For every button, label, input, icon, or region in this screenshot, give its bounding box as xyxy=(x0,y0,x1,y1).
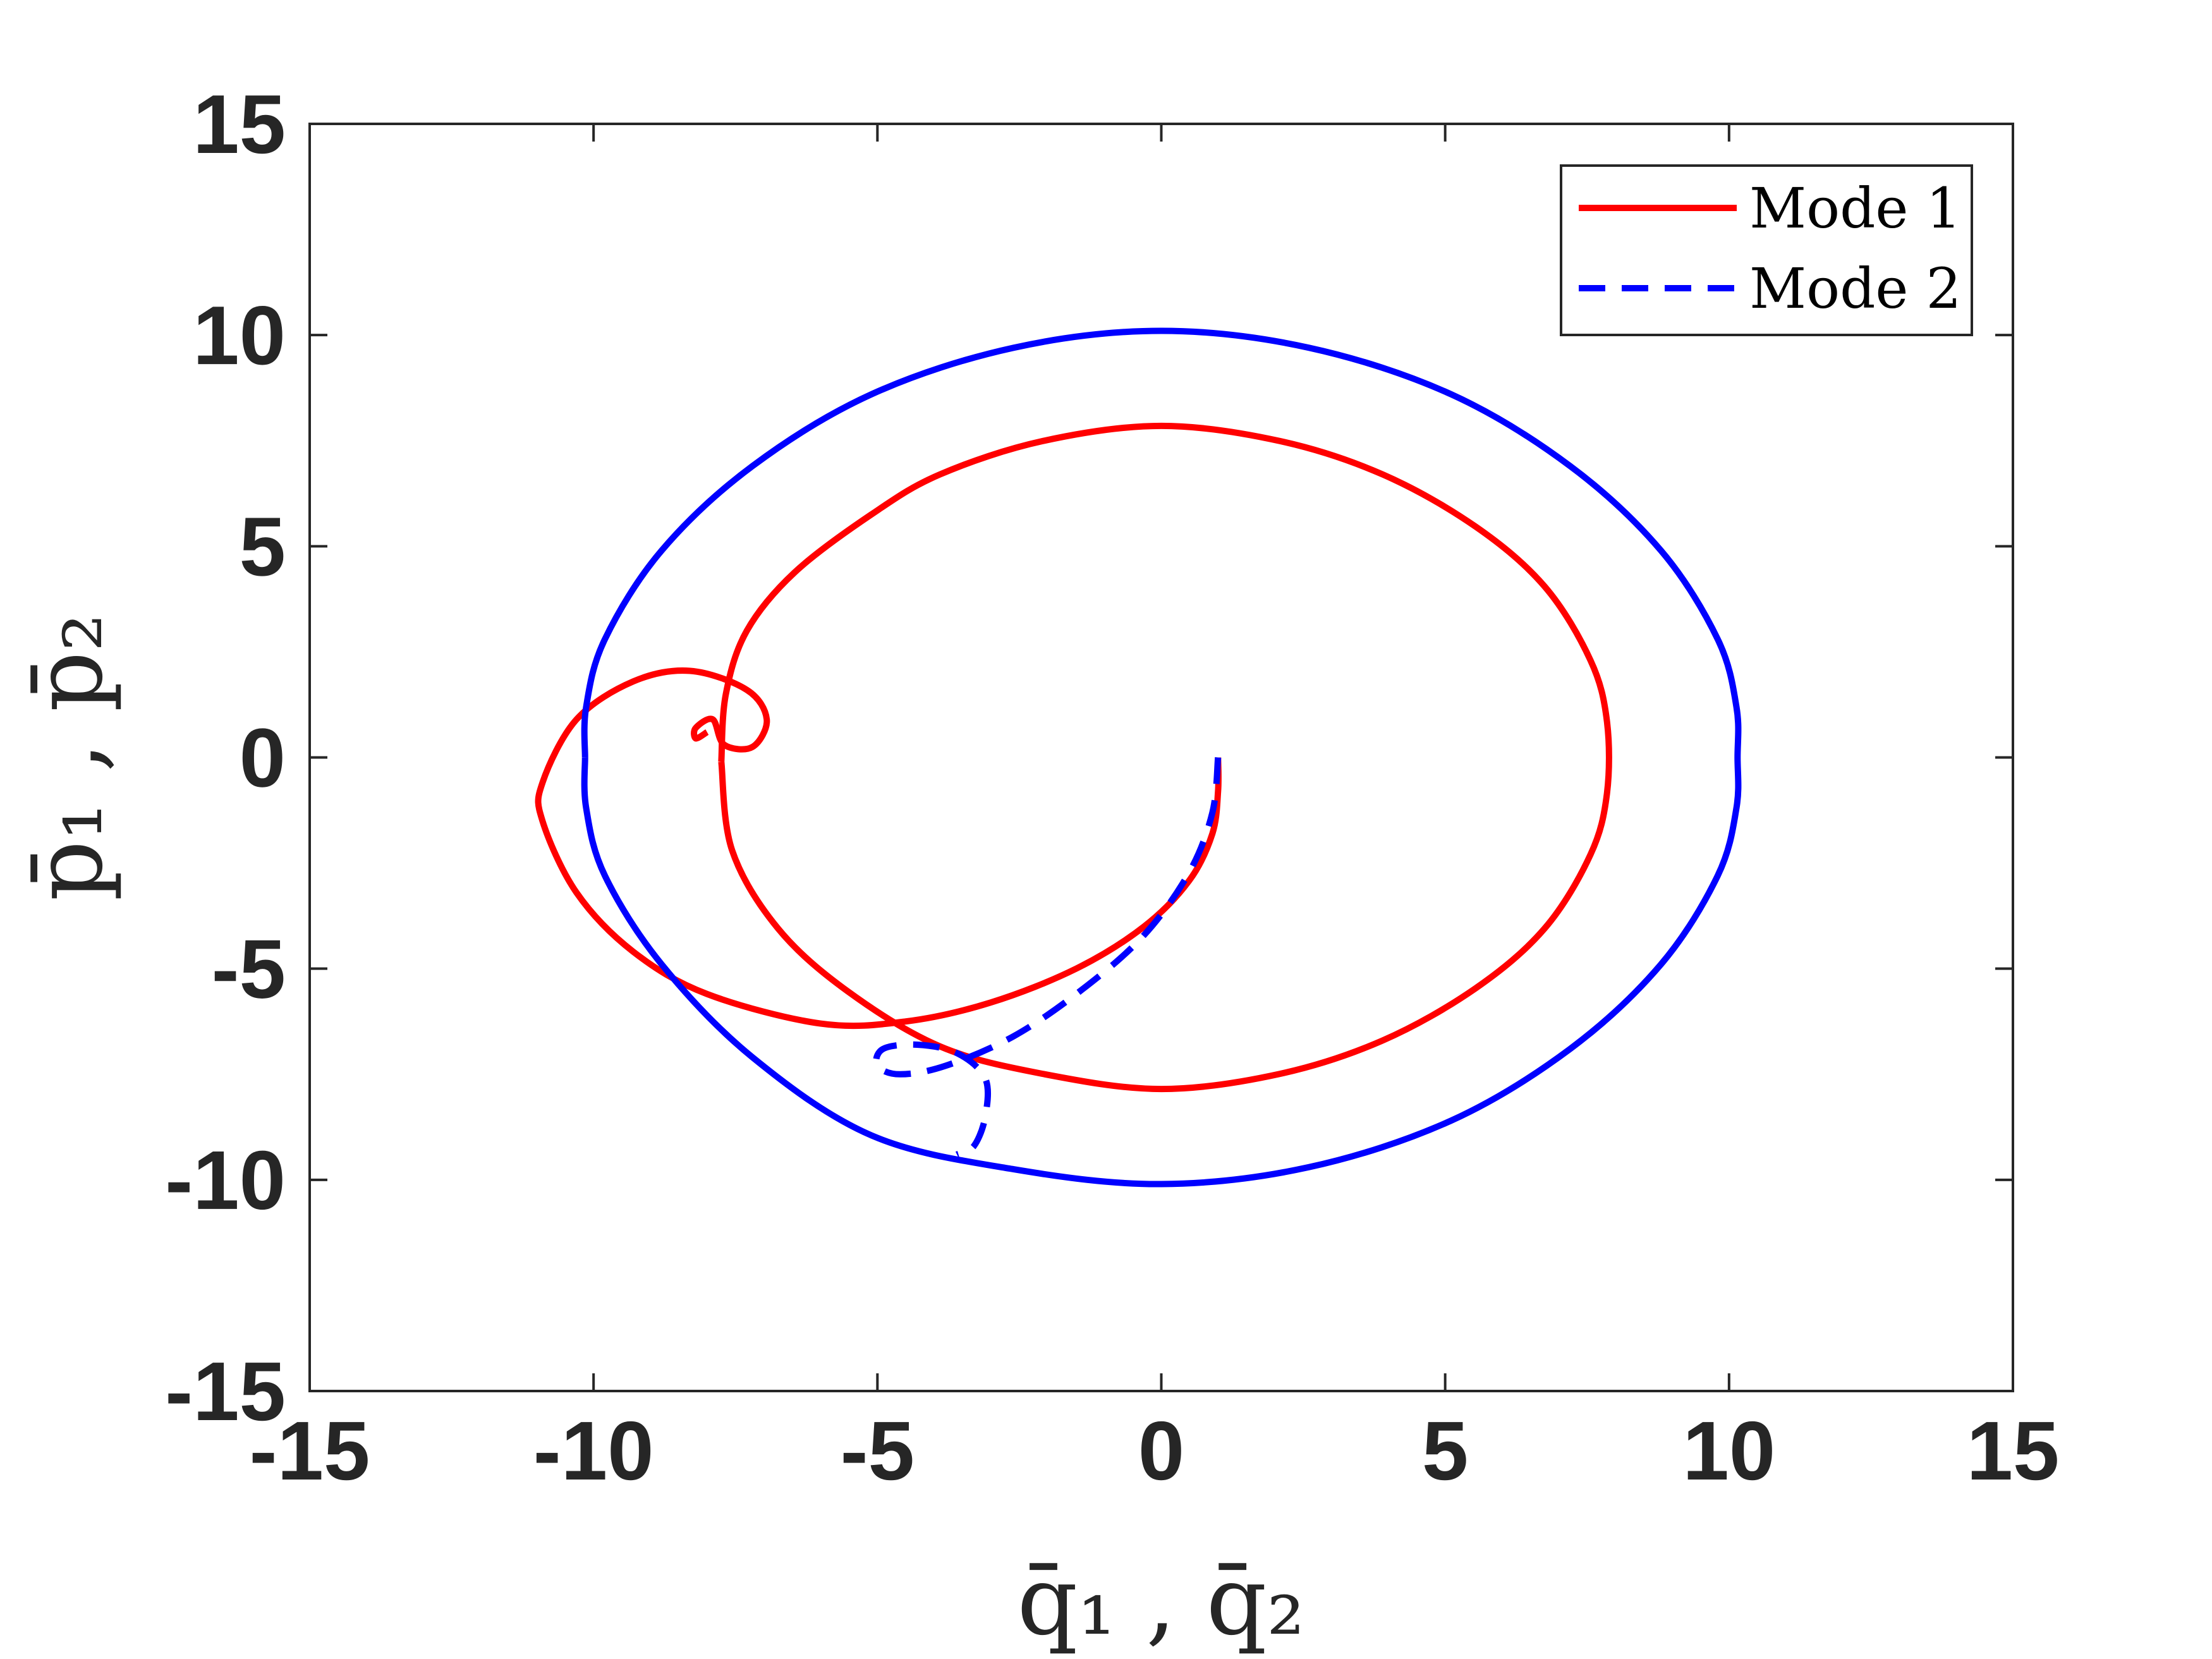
x-tick-label: 5 xyxy=(1422,1404,1468,1497)
y-tick-label: 15 xyxy=(193,78,286,171)
x-tick-label: 0 xyxy=(1138,1404,1184,1497)
y-tick-label: -15 xyxy=(165,1345,286,1438)
legend-box xyxy=(1560,164,1973,336)
y-tick-label: -5 xyxy=(212,923,286,1016)
y-tick-label: 5 xyxy=(240,500,286,593)
x-tick-label: -5 xyxy=(841,1404,915,1497)
legend-label-mode-2: Mode 2 xyxy=(1749,256,1961,321)
series-line-2-segment-2 xyxy=(581,327,1742,1188)
legend: Mode 1 Mode 2 xyxy=(1560,164,1973,336)
series-line-2-segment-1 xyxy=(873,757,1222,1158)
y-tick-label: -10 xyxy=(165,1134,286,1227)
y-tick-label: 0 xyxy=(240,712,286,805)
series-line-1-segment-1 xyxy=(535,667,1222,1030)
y-tick-labels: 15 10 5 0 -5 -10 -15 xyxy=(165,78,286,1438)
series-group xyxy=(535,327,1742,1188)
x-tick-label: -10 xyxy=(533,1404,654,1497)
y-tick-label: 10 xyxy=(193,289,286,382)
tick-marks xyxy=(308,123,2014,1392)
x-tick-labels: -15 -10 -5 0 5 10 15 xyxy=(250,1404,2060,1497)
x-tick-label: 15 xyxy=(1967,1404,2060,1497)
x-tick-label: -15 xyxy=(250,1404,370,1497)
x-tick-label: 10 xyxy=(1682,1404,1775,1497)
y-axis-label: p̄₁ , p̄₂ xyxy=(14,613,124,901)
x-axis-label: q̄₁ , q̄₂ xyxy=(1017,1547,1304,1656)
legend-label-mode-1: Mode 1 xyxy=(1749,176,1961,241)
